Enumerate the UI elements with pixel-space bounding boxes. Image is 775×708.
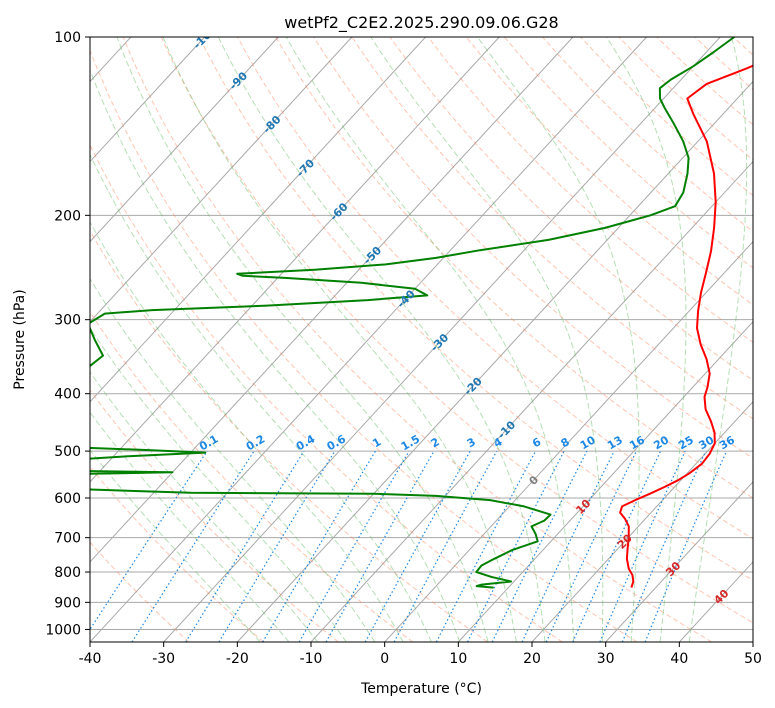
moist-adiabat-line [217, 37, 546, 642]
dry-adiabat-line [198, 37, 753, 581]
y-tick-label: 100 [54, 30, 81, 46]
isotherm-line [90, 37, 574, 563]
dry-adiabat-line [465, 37, 753, 306]
x-tick-label: 20 [523, 651, 541, 667]
moist-adiabat-line [688, 37, 748, 642]
dry-adiabat-line [275, 37, 753, 499]
y-tick-label: 500 [54, 444, 81, 460]
isotherm-line [90, 37, 279, 243]
mixing-ratio-line [131, 450, 255, 642]
x-tick-label: -30 [152, 651, 175, 667]
dry-adiabat-line [160, 37, 753, 624]
y-tick-label: 600 [54, 491, 81, 507]
x-tick-label: -20 [226, 651, 249, 667]
y-tick-label: 1000 [45, 622, 81, 638]
mixing-ratio-line [218, 450, 336, 642]
isotherm-line [531, 401, 753, 642]
mixing-ratio-line [599, 450, 686, 642]
moist-adiabat-line [90, 411, 290, 642]
y-axis-label: Pressure (hPa) [12, 289, 28, 389]
moist-adiabat-line [90, 68, 461, 642]
isotherm-line [90, 37, 426, 403]
isotherm-line [90, 37, 205, 163]
mixing-ratio-line [644, 450, 728, 642]
dry-adiabat-line [90, 48, 638, 642]
dry-adiabat-line [389, 37, 753, 381]
mixing-ratio-line [393, 450, 498, 642]
isotherm-line [384, 240, 753, 642]
isotherm-line [163, 37, 721, 642]
x-tick-label: -40 [79, 651, 102, 667]
x-tick-label: 10 [449, 651, 467, 667]
dewpoint-line [90, 37, 735, 589]
isotherm-line [310, 160, 753, 642]
moist-adiabat-line [90, 277, 376, 642]
mixing-ratio-line [621, 450, 707, 642]
y-tick-label: 200 [54, 208, 81, 224]
isotherm-line [236, 80, 753, 642]
axes: -40 -30 -20 -10 0 10 20 30 40 50 100 200 300 400 500 60… [45, 30, 762, 667]
dry-adiabat-line [313, 37, 753, 459]
isotherm-line [90, 37, 353, 323]
dry-adiabat-line [90, 465, 264, 642]
profile-lines [90, 37, 753, 589]
moist-adiabat-line [116, 37, 489, 642]
mixing-ratio-line [90, 450, 208, 631]
moist-adiabat-line [90, 221, 404, 642]
isotherm-line [90, 37, 647, 642]
y-tick-label: 900 [54, 595, 81, 611]
moist-adiabat-line [285, 37, 575, 642]
x-tick-label: 30 [597, 651, 615, 667]
x-tick-label: 0 [380, 651, 389, 667]
y-tick-label: 400 [54, 387, 81, 403]
plot-frame [89, 36, 754, 643]
isotherm-line [605, 481, 753, 642]
moist-adiabat-line [90, 371, 319, 642]
dry-adiabat-line [90, 311, 414, 642]
background-lines [90, 37, 753, 642]
moist-adiabat-line [90, 327, 347, 642]
y-tick-label: 300 [54, 313, 81, 329]
x-axis-label: Temperature (°C) [360, 681, 482, 697]
moist-adiabat-line [477, 37, 640, 642]
moist-adiabat-line [605, 37, 687, 642]
isotherm-line [457, 320, 753, 642]
x-tick-label: 40 [670, 651, 688, 667]
chart-title: wetPf2_C2E2.2025.290.09.06.G28 [284, 13, 558, 33]
mixing-ratio-line [491, 450, 588, 642]
moist-adiabat-line [162, 37, 517, 642]
mixing-ratio-line [466, 450, 565, 642]
dry-adiabat-line [90, 143, 563, 642]
y-tick-label: 700 [54, 531, 81, 547]
moist-adiabat-line [370, 37, 604, 642]
mixing-ratio-line [185, 450, 305, 642]
x-tick-label: -10 [300, 651, 323, 667]
mixing-ratio-line [364, 450, 471, 642]
x-tick-label: 50 [744, 651, 762, 667]
moist-adiabat-line [90, 153, 432, 642]
y-tick-label: 800 [54, 565, 81, 581]
dry-adiabat-line [122, 37, 713, 642]
dry-adiabat-line [237, 37, 753, 540]
moist-adiabat-line [90, 449, 261, 642]
isotherm-line [90, 37, 500, 483]
temperature-line [619, 64, 753, 588]
